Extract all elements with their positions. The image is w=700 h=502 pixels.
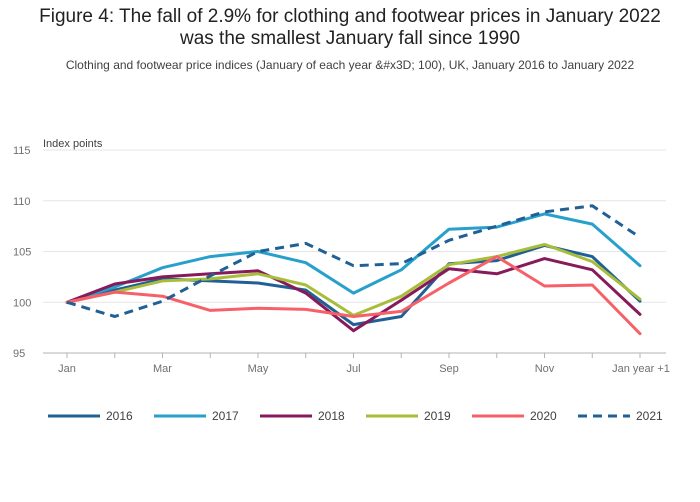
legend-item-2021[interactable]: 2021 [578,409,663,423]
x-tick-label-jan: Jan [58,363,76,375]
x-tick-label-jul: Jul [346,363,360,375]
series-line-2018 [65,257,642,333]
series-line-2017 [65,212,642,304]
x-tick-label-mar: Mar [153,363,172,375]
y-tick-label-115: 115 [13,145,31,157]
legend-label-2017: 2017 [212,409,239,423]
y-tick-label-110: 110 [13,196,31,208]
x-tick-label-may: May [248,363,269,375]
series-line-2021 [66,204,641,318]
chart-subtitle: Clothing and footwear price indices (Jan… [65,58,635,72]
y-axis-title: Index points [43,138,103,150]
legend-label-2019: 2019 [424,409,451,423]
y-tick-label-100: 100 [13,297,31,309]
legend-label-2016: 2016 [106,409,133,423]
legend-item-2016[interactable]: 2016 [48,409,133,423]
y-tick-label-95: 95 [13,348,25,360]
legend-item-2020[interactable]: 2020 [472,409,557,423]
legend-item-2018[interactable]: 2018 [260,409,345,423]
chart-title-line-2: was the smallest January fall since 1990 [179,28,521,49]
axis-layer: 95 100 105 110 115 Jan Mar May Jul Sep Nov Jan year… [13,145,670,375]
y-tick-label-105: 105 [13,247,31,259]
legend-label-2021: 2021 [636,409,663,423]
grid-layer [43,149,666,354]
legend-label-2020: 2020 [530,409,557,423]
series-line-2020 [65,255,642,336]
x-tick-label-jan-year-1: Jan year +1 [612,363,670,375]
chart-title: Figure 4: The fall of 2.9% for clothing … [0,6,700,50]
series-layer [65,204,642,336]
legend-label-2018: 2018 [318,409,345,423]
x-tick-label-sep: Sep [439,363,459,375]
chart-title-line-1: Figure 4: The fall of 2.9% for clothing … [39,6,661,27]
legend-item-2017[interactable]: 2017 [154,409,239,423]
x-tick-label-nov: Nov [535,363,555,375]
legend: 2016 2017 2018 2019 2020 2021 [48,409,663,423]
legend-item-2019[interactable]: 2019 [366,409,451,423]
